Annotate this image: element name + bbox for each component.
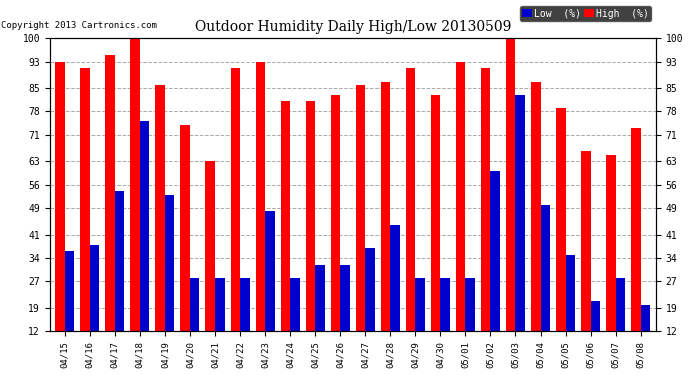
Bar — [566, 255, 575, 372]
Bar — [215, 278, 224, 372]
Bar — [115, 192, 124, 372]
Bar — [365, 248, 375, 372]
Bar — [381, 81, 391, 372]
Bar — [255, 62, 265, 372]
Bar — [90, 245, 99, 372]
Bar — [615, 278, 625, 372]
Text: Copyright 2013 Cartronics.com: Copyright 2013 Cartronics.com — [1, 21, 157, 30]
Bar — [491, 171, 500, 372]
Bar — [155, 85, 165, 372]
Bar — [581, 152, 591, 372]
Legend: Low  (%), High  (%): Low (%), High (%) — [520, 6, 651, 21]
Bar — [356, 85, 365, 372]
Bar — [306, 102, 315, 372]
Bar — [431, 95, 440, 372]
Bar — [540, 205, 550, 372]
Bar — [130, 38, 140, 372]
Bar — [591, 302, 600, 372]
Bar — [331, 95, 340, 372]
Bar — [140, 122, 150, 372]
Bar — [190, 278, 199, 372]
Bar — [465, 278, 475, 372]
Bar — [515, 95, 525, 372]
Bar — [55, 62, 65, 372]
Bar — [281, 102, 290, 372]
Bar — [240, 278, 250, 372]
Title: Outdoor Humidity Daily High/Low 20130509: Outdoor Humidity Daily High/Low 20130509 — [195, 20, 511, 34]
Bar — [556, 108, 566, 372]
Bar — [315, 265, 325, 372]
Bar — [265, 211, 275, 372]
Bar — [80, 68, 90, 372]
Bar — [506, 38, 515, 372]
Bar — [391, 225, 400, 372]
Bar — [440, 278, 450, 372]
Bar — [290, 278, 299, 372]
Bar — [631, 128, 641, 372]
Bar — [165, 195, 175, 372]
Bar — [606, 155, 615, 372]
Bar — [340, 265, 350, 372]
Bar — [456, 62, 465, 372]
Bar — [406, 68, 415, 372]
Bar — [641, 305, 650, 372]
Bar — [65, 252, 75, 372]
Bar — [181, 125, 190, 372]
Bar — [415, 278, 425, 372]
Bar — [531, 81, 540, 372]
Bar — [106, 55, 115, 372]
Bar — [481, 68, 491, 372]
Bar — [230, 68, 240, 372]
Bar — [206, 162, 215, 372]
